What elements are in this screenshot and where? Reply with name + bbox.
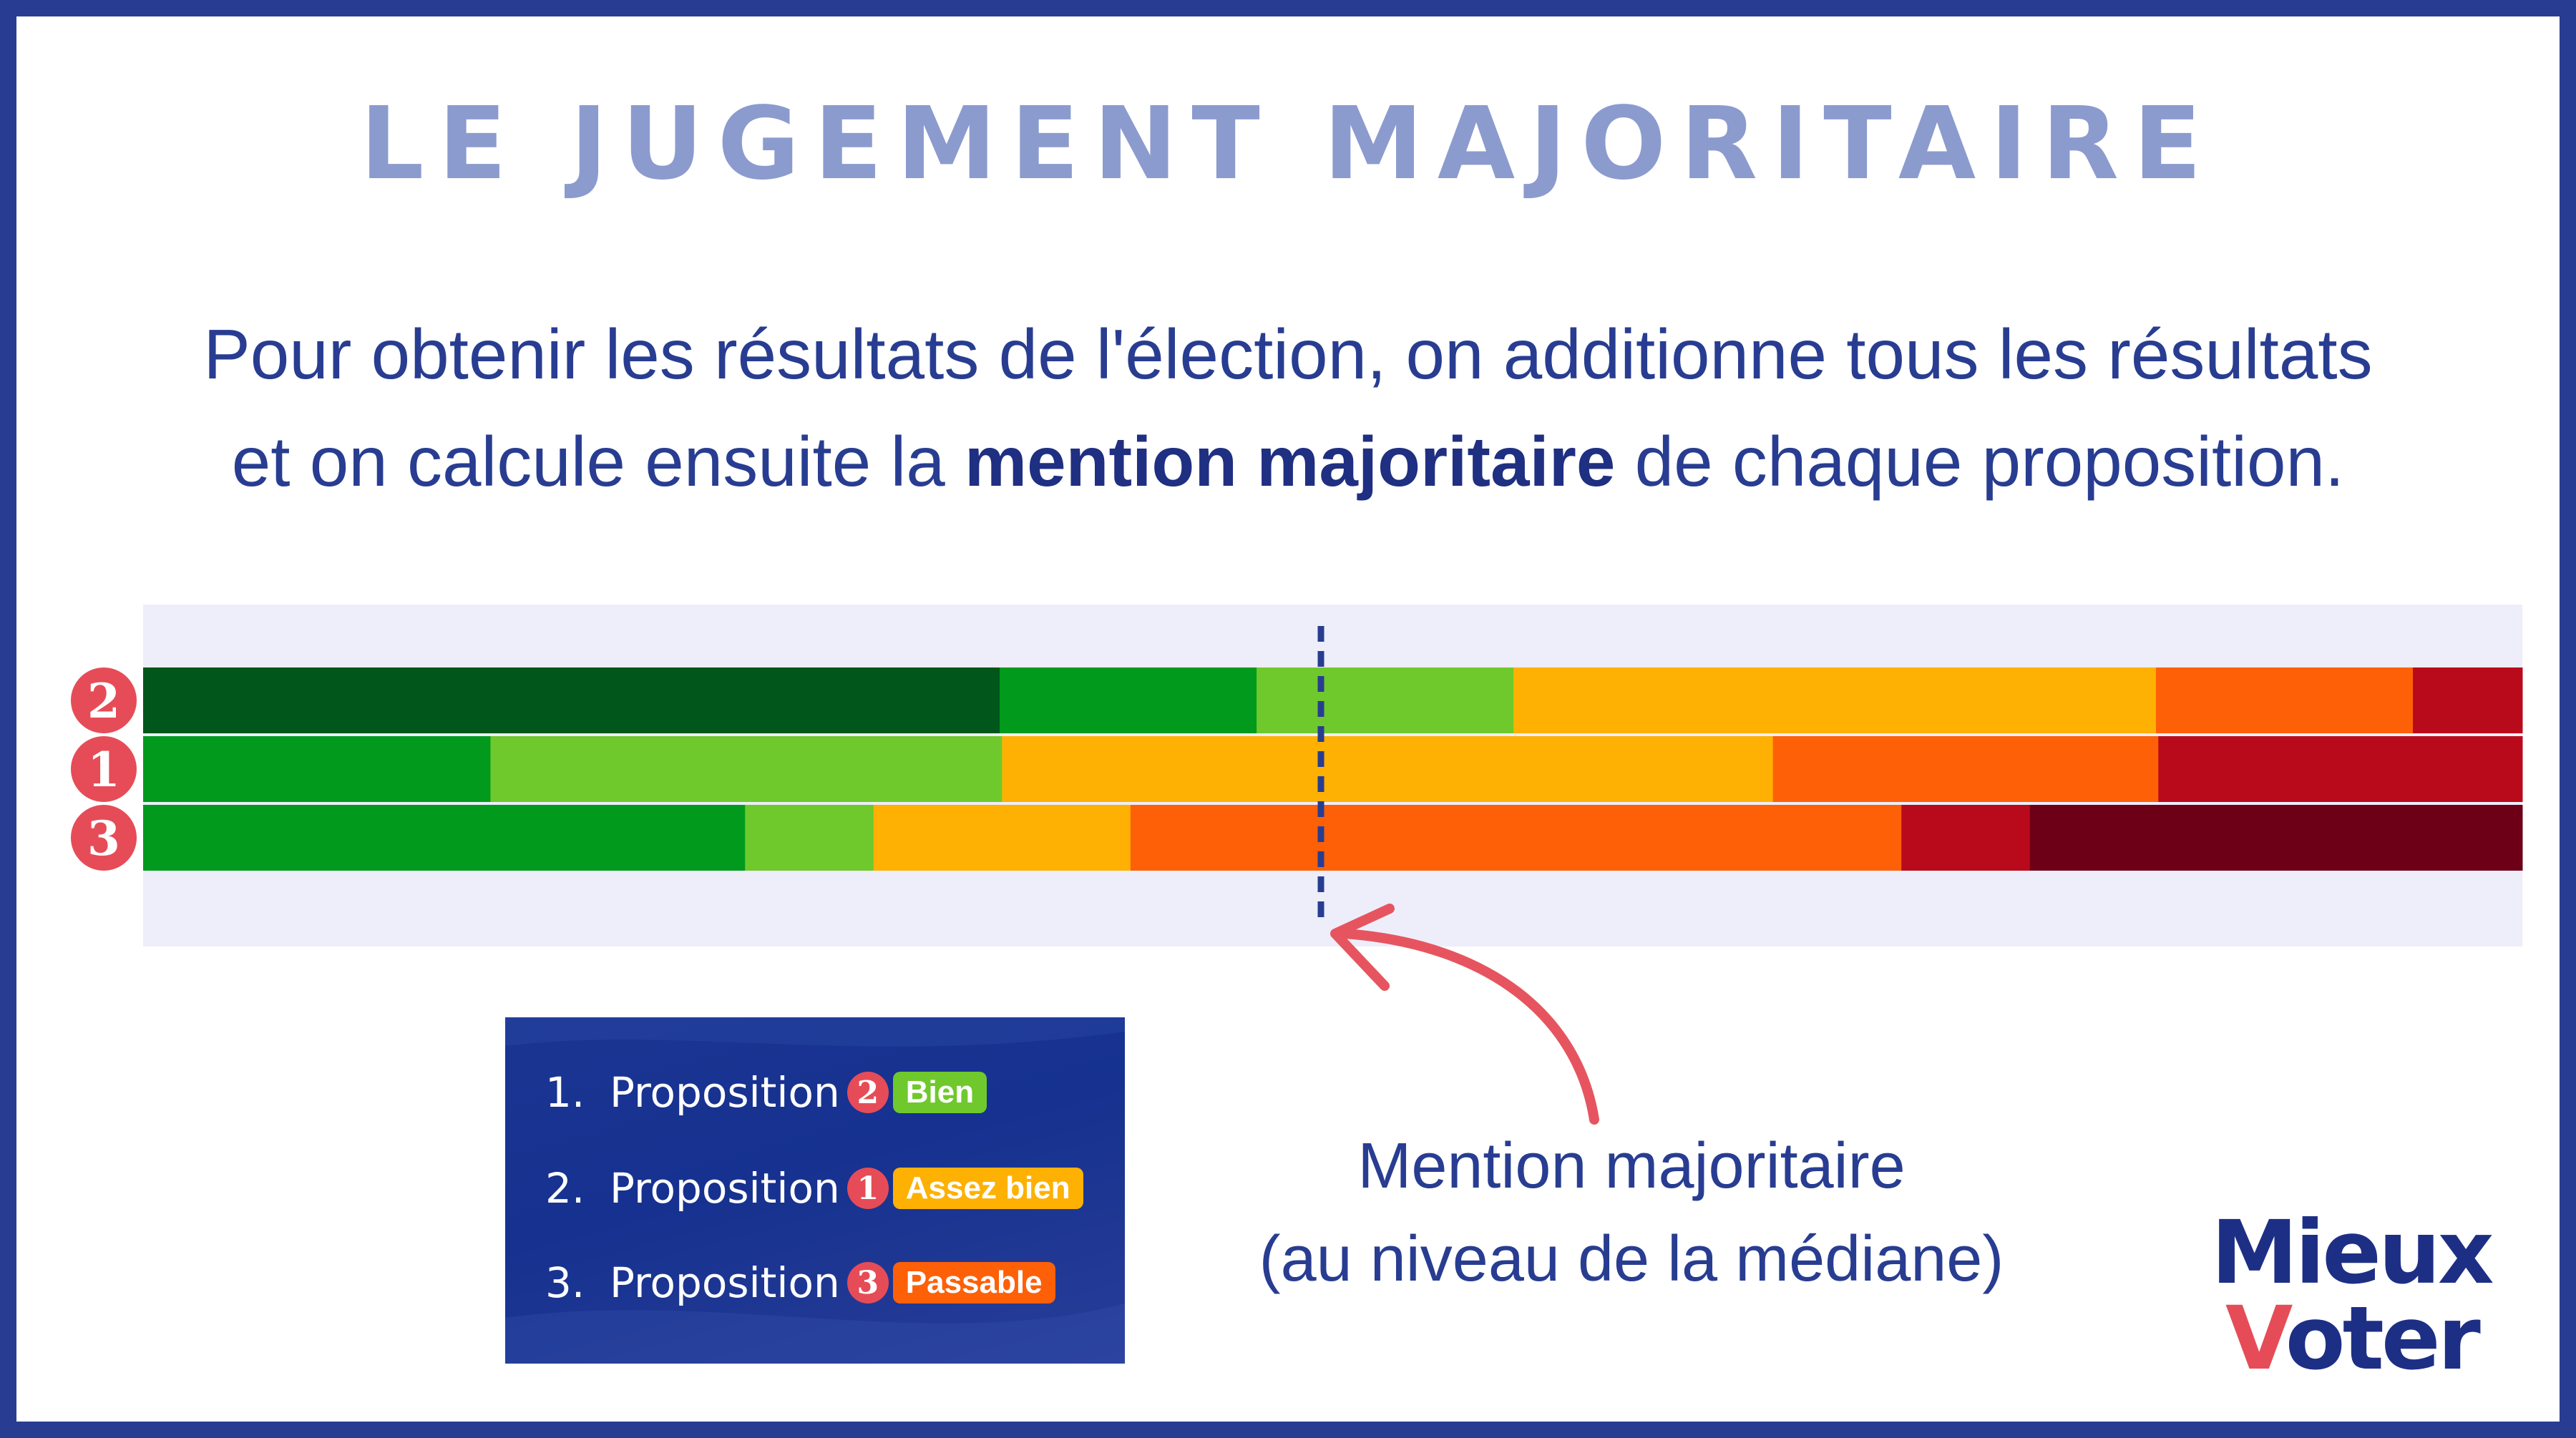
median-arrow-head <box>1330 904 1395 991</box>
page-title: LE JUGEMENT MAJORITAIRE <box>360 86 2216 202</box>
ranking-position: 2. <box>545 1164 585 1213</box>
bar-segment-assez-bien <box>873 805 1131 871</box>
bar-segment-bien <box>745 805 874 871</box>
ranking-proposition-label: Proposition <box>610 1258 840 1307</box>
median-arrow <box>1340 929 1599 1125</box>
proposition-badge-number: 2 <box>87 673 120 729</box>
ranking-row: 2. Proposition 1 Assez bien <box>545 1156 1083 1221</box>
bar-segment-très-bien <box>1000 667 1257 733</box>
intro-line-2-start: et on calcule ensuite la <box>231 422 965 501</box>
bar-segment-excellent <box>143 667 1000 733</box>
bar-segment-bien <box>1257 667 1514 733</box>
ranking-row: 3. Proposition 3 Passable <box>545 1251 1055 1315</box>
intro-text: Pour obtenir les résultats de l'élection… <box>0 300 2576 515</box>
ranking-proposition-badge: 1 <box>847 1168 889 1209</box>
proposition-badge-number: 3 <box>87 811 120 866</box>
ranking-position: 3. <box>545 1258 585 1307</box>
bar-segment-très-bien <box>143 805 746 871</box>
proposition-badge-circle <box>71 667 137 733</box>
ranking-proposition-label: Proposition <box>610 1068 840 1117</box>
logo-oter: oter <box>2285 1288 2481 1389</box>
bar-segment-assez-bien <box>1513 667 2157 733</box>
ranking-proposition-label: Proposition <box>610 1164 840 1213</box>
ranking-grade-pill: Assez bien <box>892 1168 1083 1209</box>
ranking-position: 1. <box>545 1068 585 1117</box>
logo-word-1: Mieux <box>2211 1202 2494 1304</box>
median-caption-line-2: (au niveau de la médiane) <box>1259 1223 2004 1295</box>
bar-segment-passable <box>1130 805 1902 871</box>
bar-segment-bien <box>490 736 1002 802</box>
ranking-proposition-badge: 2 <box>847 1072 889 1113</box>
ranking-grade-pill: Bien <box>892 1072 987 1113</box>
mieux-voter-logo: Mieux Voter <box>2211 1202 2547 1389</box>
proposition-badge-number: 1 <box>87 742 120 798</box>
ranking-grade-pill: Passable <box>892 1262 1055 1304</box>
bar-segment-insuffisant <box>2158 736 2523 802</box>
median-caption-line-1: Mention majoritaire <box>1357 1130 1906 1202</box>
intro-highlight: mention majoritaire <box>964 422 1616 501</box>
bar-segment-passable <box>1772 736 2159 802</box>
intro-line-2: et on calcule ensuite la mention majorit… <box>0 408 2576 515</box>
ranking-row: 1. Proposition 2 Bien <box>545 1060 987 1125</box>
logo-v: V <box>2225 1288 2288 1389</box>
bar-segment-insuffisant <box>2413 667 2523 733</box>
median-caption: Mention majoritaire (au niveau de la méd… <box>1131 1120 2132 1306</box>
bar-segment-à-rejeter <box>2029 805 2523 871</box>
intro-line-1: Pour obtenir les résultats de l'élection… <box>203 315 2373 393</box>
bar-segment-insuffisant <box>1901 805 2031 871</box>
proposition-badge-circle <box>71 805 137 871</box>
proposition-badge-circle <box>71 736 137 802</box>
intro-line-2-end: de chaque proposition. <box>1615 422 2345 501</box>
ranking-panel: 1. Proposition 2 Bien 2. Proposition 1 Assez bi… <box>505 1017 1125 1364</box>
bar-segment-très-bien <box>143 736 491 802</box>
logo-word-2: Voter <box>2225 1288 2481 1389</box>
bar-segment-passable <box>2155 667 2414 733</box>
ranking-proposition-badge: 3 <box>847 1262 889 1304</box>
ranking-panel-wave <box>505 1017 1125 1364</box>
bar-segment-assez-bien <box>1002 736 1774 802</box>
